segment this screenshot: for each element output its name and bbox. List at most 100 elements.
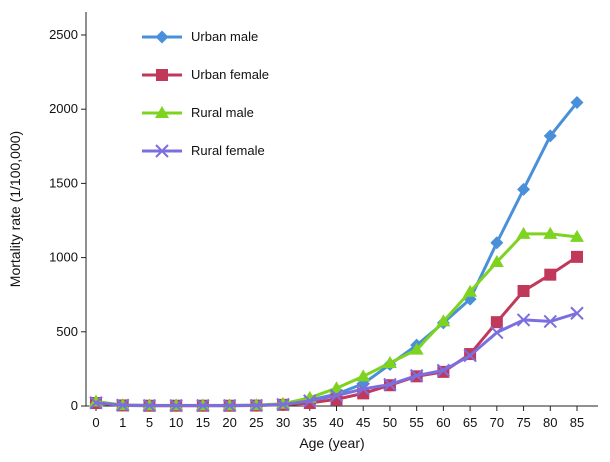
x-tick-label: 60 — [436, 415, 450, 430]
data-point — [463, 348, 477, 363]
data-point — [436, 363, 451, 378]
data-point — [516, 313, 531, 327]
data-point — [169, 398, 183, 413]
data-point — [570, 306, 584, 320]
x-marker-stroke — [89, 396, 103, 410]
data-point — [329, 381, 344, 394]
data-point — [142, 398, 157, 413]
data-point — [155, 106, 169, 118]
data-point — [571, 250, 583, 263]
x-tick-label: 0 — [92, 415, 99, 430]
series-rural-female — [89, 306, 584, 413]
legend: Urban male Urban female Rural male Rural fe… — [142, 29, 269, 158]
y-tick-label: 2500 — [49, 27, 78, 42]
legend-label: Urban male — [191, 29, 258, 44]
x-marker-stroke — [155, 144, 169, 158]
x-tick-label: 10 — [169, 415, 183, 430]
data-point — [436, 314, 451, 327]
data-point — [543, 129, 557, 143]
x-tick-label: 15 — [196, 415, 210, 430]
data-point — [383, 377, 397, 392]
x-tick-label: 30 — [276, 415, 290, 430]
data-point — [517, 284, 530, 297]
x-marker-stroke — [409, 368, 424, 383]
data-point — [303, 394, 317, 408]
x-marker-stroke — [116, 398, 130, 412]
x-tick-label: 55 — [409, 415, 423, 430]
data-point — [543, 226, 558, 239]
data-point — [249, 398, 264, 413]
data-point — [490, 316, 503, 329]
y-tick-label: 0 — [71, 398, 78, 413]
x-tick-label: 50 — [383, 415, 397, 430]
x-tick-label: 80 — [543, 415, 557, 430]
data-point — [489, 255, 504, 268]
x-axis-title: Age (year) — [299, 435, 364, 451]
x-tick-label: 75 — [516, 415, 530, 430]
data-point — [156, 69, 168, 81]
x-marker-stroke — [249, 398, 264, 413]
y-tick-label: 1500 — [49, 175, 78, 190]
x-marker-stroke — [276, 397, 290, 412]
data-point — [155, 144, 169, 158]
y-tick-label: 500 — [56, 324, 78, 339]
data-point — [89, 396, 103, 410]
data-point — [222, 398, 237, 413]
legend-item: Rural male — [142, 105, 254, 120]
data-point — [409, 342, 424, 355]
data-point — [463, 284, 478, 297]
x-marker-stroke — [356, 382, 370, 396]
x-tick-label: 35 — [303, 415, 317, 430]
data-point — [490, 325, 504, 340]
data-point — [116, 398, 130, 412]
data-point — [517, 182, 531, 196]
data-point — [490, 236, 504, 250]
x-tick-label: 45 — [356, 415, 370, 430]
x-tick-label: 1 — [119, 415, 126, 430]
x-tick-label: 40 — [329, 415, 343, 430]
x-marker-stroke — [196, 398, 210, 413]
data-point — [409, 368, 424, 383]
data-point — [196, 398, 210, 413]
series-layer — [89, 96, 584, 413]
data-point — [382, 355, 397, 368]
x-marker-stroke — [490, 325, 504, 340]
x-marker-stroke — [142, 398, 157, 413]
x-marker-stroke — [222, 398, 237, 413]
x-marker-stroke — [463, 348, 477, 363]
data-point — [356, 382, 370, 396]
x-tick-label: 20 — [222, 415, 236, 430]
data-point — [543, 314, 557, 329]
data-point — [570, 96, 584, 110]
data-point — [356, 369, 371, 382]
legend-item: Urban female — [142, 67, 269, 82]
data-point — [155, 30, 169, 44]
y-tick-label: 1000 — [49, 250, 78, 265]
series-rural-male — [89, 226, 584, 411]
x-tick-label: 25 — [249, 415, 263, 430]
x-marker-stroke — [383, 377, 397, 392]
data-point — [570, 229, 584, 242]
legend-label: Urban female — [191, 67, 269, 82]
x-tick-label: 65 — [463, 415, 477, 430]
x-marker-stroke — [329, 388, 344, 403]
y-tick-label: 2000 — [49, 101, 78, 116]
data-point — [276, 397, 290, 412]
x-marker-stroke — [436, 363, 451, 378]
legend-label: Rural female — [191, 143, 265, 158]
x-marker-stroke — [516, 313, 531, 327]
legend-label: Rural male — [191, 105, 254, 120]
x-marker-stroke — [570, 306, 584, 320]
data-point — [516, 226, 531, 239]
x-marker-stroke — [303, 394, 317, 408]
x-tick-label: 5 — [146, 415, 153, 430]
y-axis-title: Mortality rate (1/100,000) — [7, 131, 23, 287]
x-tick-label: 70 — [490, 415, 504, 430]
legend-item: Urban male — [142, 29, 258, 44]
series-line — [95, 232, 578, 407]
series-urban-male — [89, 96, 584, 413]
data-point — [544, 268, 557, 281]
legend-item: Rural female — [142, 143, 265, 158]
